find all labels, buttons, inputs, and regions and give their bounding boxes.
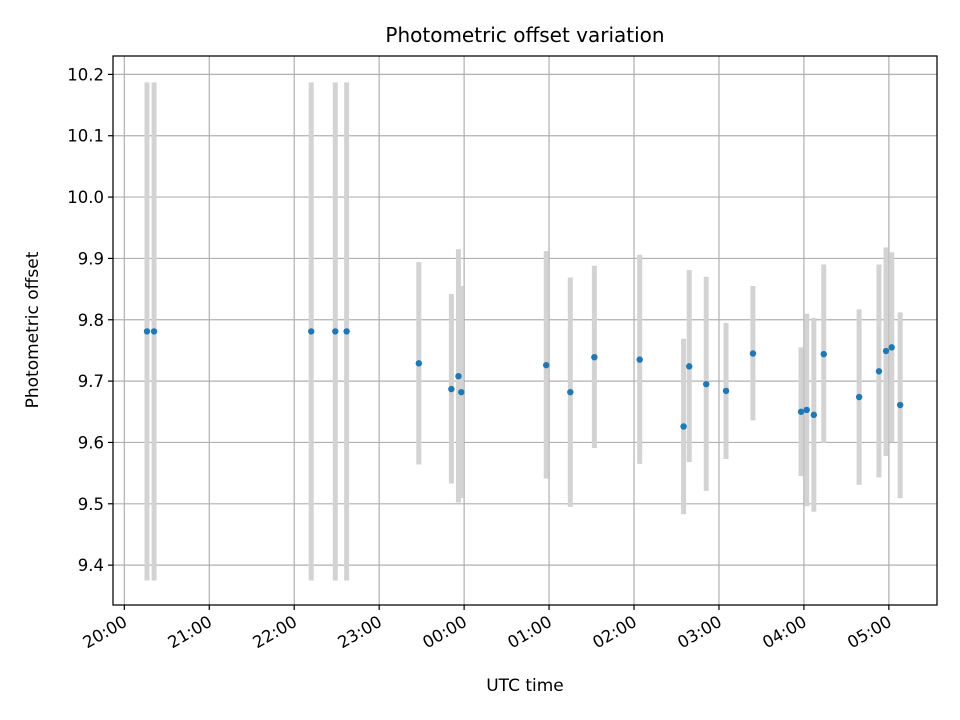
- data-point: [820, 350, 827, 358]
- chart-title: Photometric offset variation: [385, 23, 664, 47]
- data-point: [143, 328, 151, 335]
- data-point: [749, 350, 757, 357]
- data-point: [415, 360, 423, 367]
- y-tick-label: 9.7: [78, 372, 104, 391]
- data-point: [636, 356, 643, 363]
- data-point: [882, 347, 890, 355]
- data-point: [332, 328, 339, 335]
- data-point: [722, 387, 730, 395]
- data-point: [703, 380, 710, 388]
- x-axis-label: UTC time: [486, 676, 564, 696]
- y-tick-label: 10.1: [67, 127, 104, 146]
- data-point: [455, 372, 462, 380]
- data-point: [875, 368, 883, 375]
- data-point: [686, 363, 693, 370]
- data-point: [567, 388, 574, 396]
- y-axis-ticks: 9.4 9.5 9.6 9.7 9.8 9.9 10.0 10.1 10.2: [67, 65, 113, 575]
- data-point: [680, 423, 687, 430]
- y-tick-label: 9.4: [78, 556, 104, 575]
- y-tick-label: 9.9: [78, 249, 104, 268]
- y-tick-label: 10.0: [67, 188, 104, 207]
- y-tick-label: 9.8: [78, 311, 104, 330]
- data-point: [343, 328, 350, 335]
- data-point: [888, 344, 895, 351]
- data-points: [143, 328, 904, 430]
- y-axis-label: Photometric offset: [23, 251, 43, 408]
- data-point: [591, 353, 598, 361]
- data-point: [810, 411, 818, 419]
- data-point: [448, 385, 455, 393]
- y-tick-label: 9.6: [78, 433, 104, 452]
- data-point: [797, 408, 805, 415]
- data-point: [308, 328, 315, 335]
- data-point: [458, 388, 465, 396]
- data-point: [543, 361, 550, 369]
- data-point: [896, 401, 904, 409]
- y-tick-label: 10.2: [67, 65, 104, 84]
- grid: [113, 56, 937, 605]
- y-tick-label: 9.5: [78, 495, 104, 514]
- data-point: [803, 406, 810, 414]
- data-point: [855, 393, 863, 401]
- plot-area-frame: [112, 55, 938, 606]
- data-point: [150, 328, 158, 335]
